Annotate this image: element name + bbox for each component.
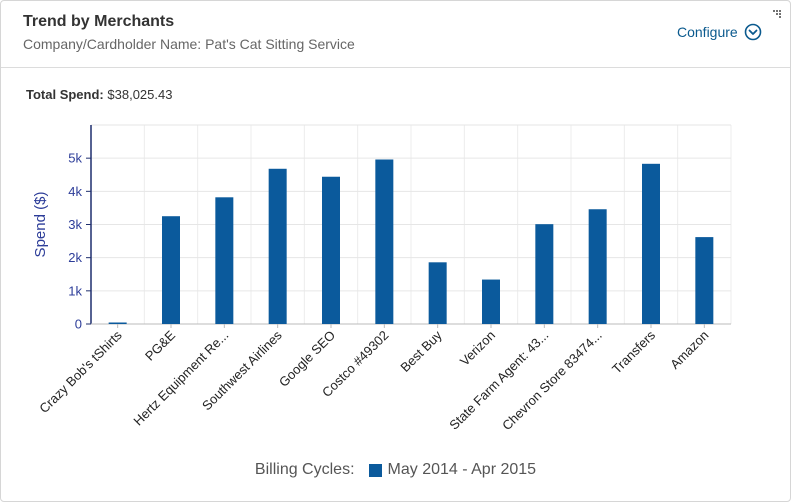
total-spend: Total Spend: $38,025.43 (26, 87, 172, 102)
y-tick-label: 2k (68, 250, 82, 265)
x-tick-label: Crazy Bob's tShirts (36, 327, 125, 416)
x-tick-label: Amazon (667, 328, 711, 372)
bar[interactable] (642, 163, 660, 324)
bar[interactable] (322, 176, 340, 324)
x-tick-label: Best Buy (397, 327, 445, 375)
y-tick-label: 1k (68, 283, 82, 298)
y-tick-label: 5k (68, 151, 82, 166)
x-tick-label: State Farm Agent: 43... (446, 328, 551, 433)
x-tick-label: Verizon (457, 328, 498, 369)
bar[interactable] (482, 279, 500, 324)
merchant-spend-chart: 0 1k 2k 3k 4k 5k Spend ($) Crazy Bob's tShirts P… (32, 124, 732, 434)
bar[interactable] (428, 262, 447, 324)
x-tick-label: Transfers (609, 327, 658, 376)
chevron-down-icon (744, 23, 762, 41)
legend-series-label[interactable]: May 2014 - Apr 2015 (387, 461, 537, 478)
bar[interactable] (108, 322, 127, 325)
total-spend-label: Total Spend: (26, 87, 104, 102)
y-tick-label: 3k (68, 217, 82, 232)
y-axis-title: Spend ($) (32, 192, 49, 258)
legend-swatch[interactable] (368, 463, 382, 477)
y-tick-label: 0 (75, 317, 82, 332)
x-tick-label: Hertz Equipment Re... (130, 328, 231, 429)
total-spend-value: $38,025.43 (107, 87, 173, 102)
x-tick-label: PG&E (142, 327, 178, 363)
bar[interactable] (375, 159, 394, 324)
legend-prefix: Billing Cycles: (254, 461, 355, 478)
x-tick-label: Chevron Store 83474... (499, 328, 605, 434)
y-tick-label: 4k (68, 184, 82, 199)
chart-legend: Billing Cycles: May 2014 - Apr 2015 (1, 461, 790, 479)
bar[interactable] (535, 224, 554, 324)
drag-handle-icon[interactable] (772, 9, 782, 19)
bar[interactable] (588, 209, 607, 324)
configure-button[interactable]: Configure (677, 23, 762, 41)
bar[interactable] (695, 237, 714, 324)
card-subtitle: Company/Cardholder Name: Pat's Cat Sitti… (23, 36, 355, 52)
bar[interactable] (215, 197, 234, 324)
configure-label: Configure (677, 24, 738, 40)
card-title: Trend by Merchants (23, 13, 175, 30)
bar[interactable] (268, 168, 287, 324)
bar[interactable] (162, 216, 180, 324)
card-header: Trend by Merchants Company/Cardholder Na… (1, 1, 790, 68)
